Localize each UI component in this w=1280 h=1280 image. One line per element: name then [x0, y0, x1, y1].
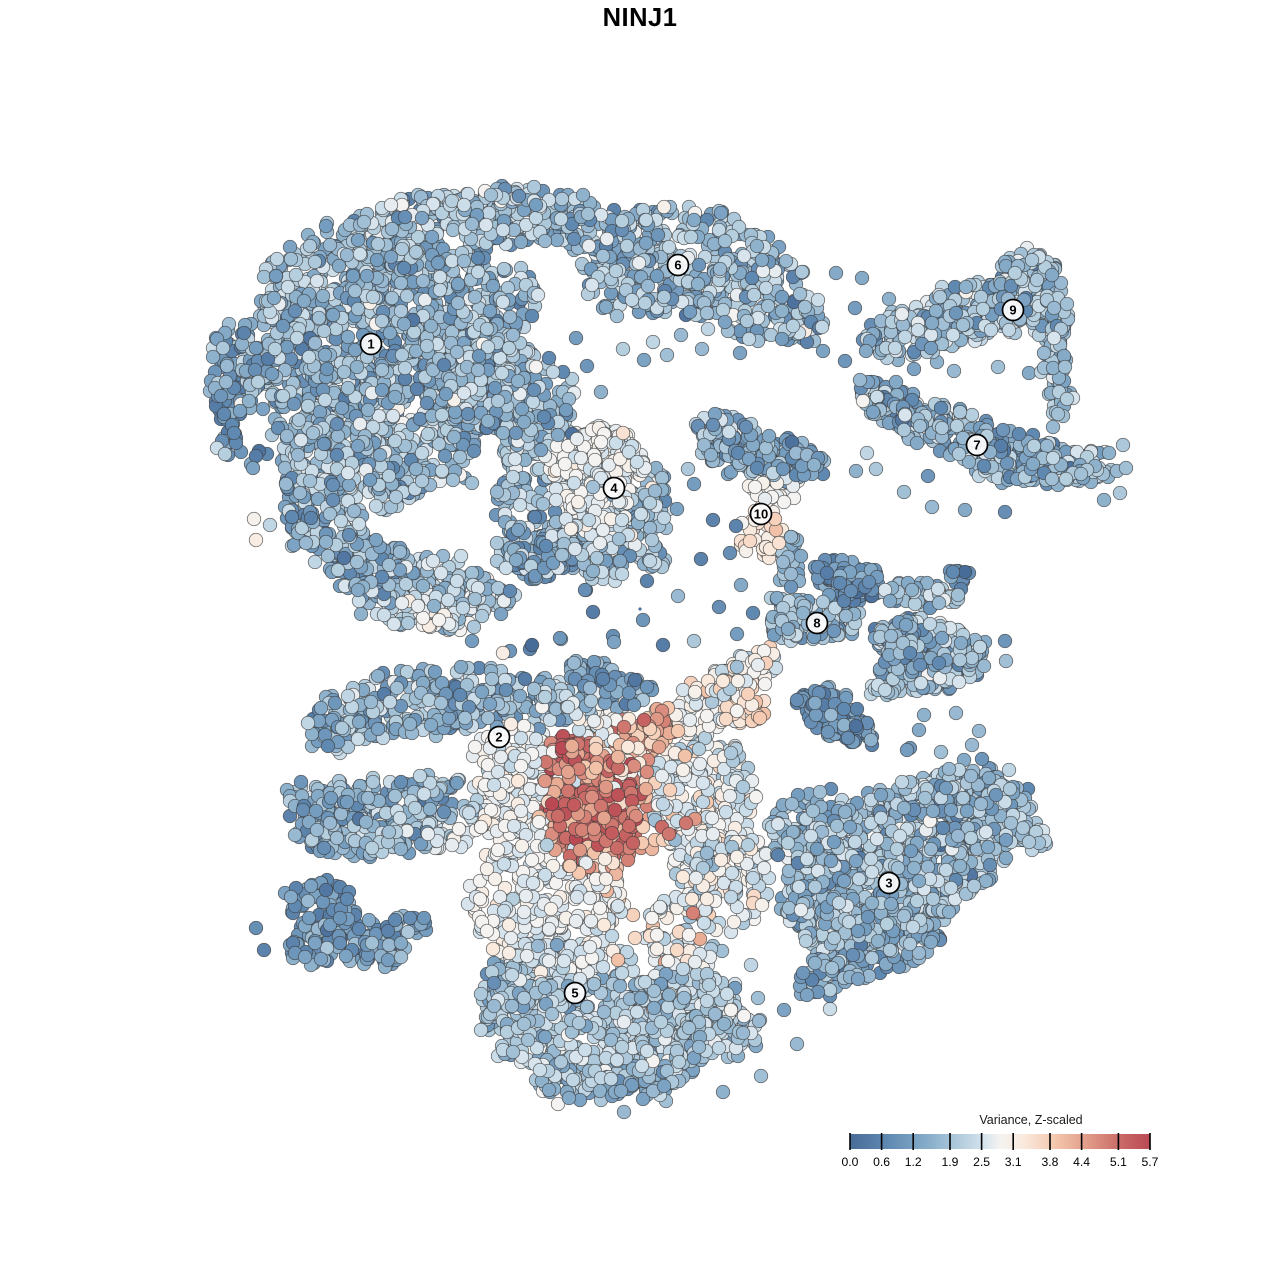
svg-text:NINJ1: NINJ1 — [603, 4, 678, 32]
